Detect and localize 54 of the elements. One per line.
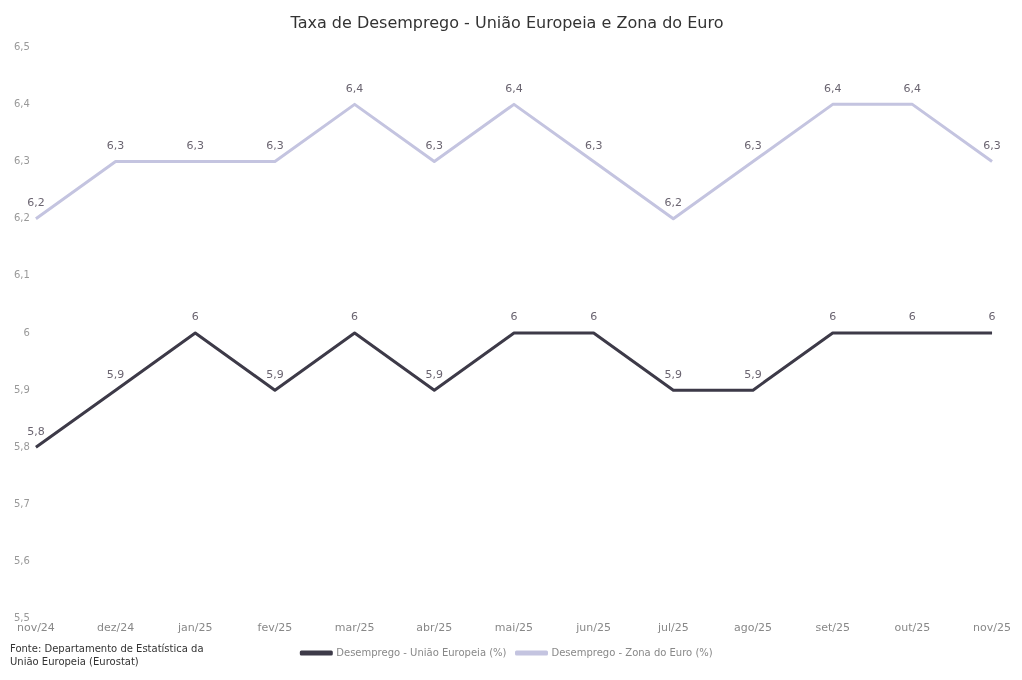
x-tick-label: dez/24 (96, 621, 135, 635)
x-tick-label: jun/25 (575, 621, 611, 635)
y-tick-label: 6,2 (14, 212, 30, 224)
source-note: Fonte: Departamento de Estatística da União Europeia (Eurostat) (10, 642, 205, 668)
x-tick-label: abr/25 (416, 621, 453, 635)
y-tick-label: 5,5 (14, 612, 30, 624)
data-label: 6,2 (664, 196, 683, 210)
data-label: 5,9 (425, 367, 444, 381)
x-tick-label: set/25 (815, 621, 850, 635)
x-tick-label: mar/25 (334, 621, 375, 635)
data-label: 6,4 (903, 81, 922, 95)
data-label: 5,9 (266, 367, 284, 381)
y-tick-label: 5,9 (14, 383, 30, 395)
data-label: 6 (829, 310, 837, 324)
data-label: 6,3 (425, 138, 444, 152)
data-label: 6,4 (823, 81, 842, 95)
y-tick-label: 6 (23, 326, 30, 338)
x-tick-label: jan/25 (177, 621, 213, 635)
legend-label: Desemprego - União Europeia (%) (336, 646, 507, 658)
chart-title: Taxa de Desemprego - União Europeia e Zona do Euro (289, 12, 724, 32)
data-label: 6,3 (266, 138, 284, 152)
data-label: 6,2 (27, 196, 45, 210)
y-tick-label: 5,7 (14, 498, 30, 510)
data-label: 5,9 (106, 367, 125, 381)
y-tick-label: 5,6 (14, 555, 30, 567)
data-label: 6 (988, 310, 996, 324)
data-label: 6,3 (106, 138, 125, 152)
x-tick-label: mai/25 (494, 621, 534, 635)
data-label: 6,4 (505, 81, 523, 95)
data-label: 6 (590, 310, 598, 324)
y-tick-label: 6,1 (14, 269, 30, 281)
data-label: 6,3 (744, 138, 762, 152)
x-tick-label: nov/24 (16, 621, 55, 635)
data-label: 5,8 (27, 424, 45, 438)
y-tick-label: 6,4 (14, 97, 30, 109)
y-tick-label: 5,8 (14, 440, 30, 452)
data-label: 6 (510, 310, 518, 324)
data-label: 6,4 (345, 81, 364, 95)
data-label: 6 (191, 310, 199, 324)
data-label: 6 (351, 310, 359, 324)
data-label: 6,3 (983, 138, 1001, 152)
x-tick-label: ago/25 (733, 621, 773, 635)
data-label: 6,3 (186, 138, 205, 152)
x-tick-label: jul/25 (656, 621, 689, 635)
data-label: 6,3 (584, 138, 603, 152)
x-tick-label: fev/25 (257, 621, 293, 635)
y-tick-label: 6,5 (14, 40, 30, 52)
data-label: 6 (908, 310, 916, 324)
data-label: 5,9 (664, 367, 683, 381)
x-tick-label: nov/25 (973, 621, 1011, 635)
y-tick-label: 6,3 (14, 155, 30, 167)
x-tick-label: out/25 (894, 621, 931, 635)
data-label: 5,9 (744, 367, 762, 381)
legend-label: Desemprego - Zona do Euro (%) (551, 646, 713, 658)
